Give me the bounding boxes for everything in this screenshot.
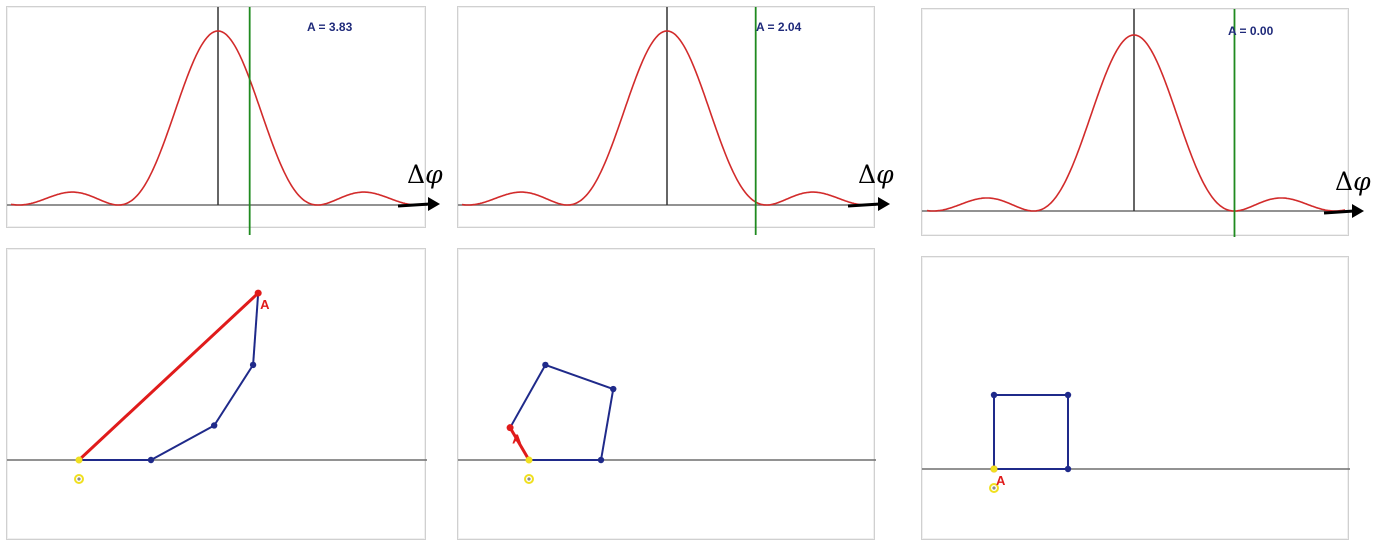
axis-arrow-icon [846,195,896,215]
vertex-point [1065,392,1071,398]
graph-svg-3 [922,9,1350,237]
phasor-diagram-2: A [457,248,875,540]
phasor-svg-2: A [458,249,876,541]
intensity-curve [927,35,1345,211]
phasor-segment [601,389,613,460]
phasor-diagram-3: A [921,256,1349,540]
amplitude-label: A = 2.04 [756,20,801,34]
axis-label-delta-phi: Δφ [1335,167,1371,196]
vertex-point [542,362,548,368]
origin-handle-center [77,477,80,480]
point-label: A [512,432,522,447]
vertex-point [148,457,154,463]
phi-symbol: φ [876,160,894,189]
origin-point [991,466,998,473]
vertex-point [598,457,604,463]
resultant-tip-point [507,424,514,431]
point-label: A [260,297,270,312]
phasor-segment [151,425,214,460]
phasor-segment [253,293,258,365]
intensity-curve [11,31,423,205]
phasor-svg-1: A [7,249,427,541]
graph-svg-2 [458,7,876,229]
delta-symbol: Δ [858,160,876,189]
phasor-diagram-1: A [6,248,426,540]
vertex-point [211,422,217,428]
vertex-point [610,386,616,392]
intensity-graph-1: A = 3.83 [6,6,426,228]
axis-arrow-icon [1322,202,1372,222]
phasor-segment [214,365,253,426]
origin-point [76,457,83,464]
vertex-point [991,392,997,398]
phi-symbol: φ [425,160,443,189]
resultant-tip-point [255,290,262,297]
point-label: A [996,473,1006,488]
delta-symbol: Δ [1335,167,1353,196]
graph-svg-1 [7,7,427,229]
phasor-segment [510,365,545,428]
phasor-svg-3: A [922,257,1350,541]
axis-label-delta-phi: Δφ [858,160,894,189]
vertex-point [250,362,256,368]
amplitude-label: A = 0.00 [1228,24,1273,38]
origin-handle-center [527,477,530,480]
intensity-graph-3: A = 0.00 [921,8,1349,236]
resultant-vector [79,293,258,460]
intensity-graph-2: A = 2.04 [457,6,875,228]
axis-arrow-icon [396,195,446,215]
delta-symbol: Δ [407,160,425,189]
amplitude-label: A = 3.83 [307,20,352,34]
phi-symbol: φ [1353,167,1371,196]
origin-point [526,457,533,464]
vertex-point [1065,466,1071,472]
phasor-segment [545,365,613,389]
axis-label-delta-phi: Δφ [407,160,443,189]
